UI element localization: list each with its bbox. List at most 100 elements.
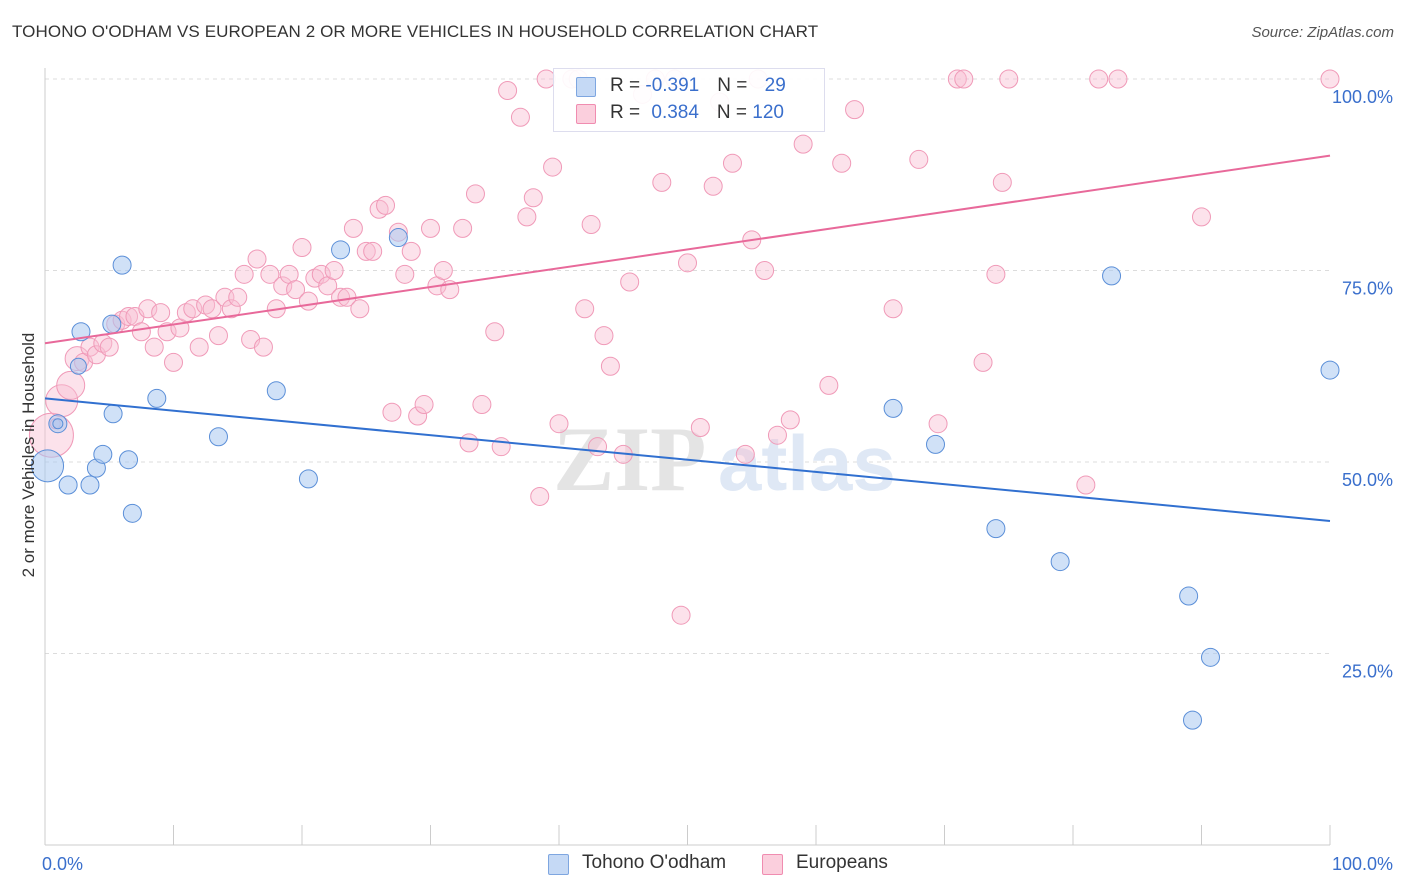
europeans-point-109: [954, 69, 974, 89]
europeans-point-37: [286, 280, 306, 300]
tohono-legend-label: Tohono O'odham: [582, 852, 727, 873]
tohono-swatch: [576, 77, 596, 97]
europeans-legend-swatch: [762, 854, 783, 875]
chart-title: TOHONO O'ODHAM VS EUROPEAN 2 OR MORE VEH…: [12, 22, 819, 41]
tohono-point-0: [31, 449, 65, 483]
europeans-point-32: [253, 337, 273, 357]
europeans-point-48: [356, 241, 376, 261]
europeans-point-28: [228, 287, 248, 307]
europeans-point-51: [376, 195, 396, 215]
tohono-point-16: [298, 469, 318, 489]
europeans-point-13: [131, 322, 151, 342]
tohono-point-20: [926, 434, 946, 454]
europeans-point-41: [311, 264, 331, 284]
y-tick-label-0: 25.0%: [1342, 662, 1393, 682]
europeans-point-116: [1108, 69, 1128, 89]
tick-labels: 25.0% 50.0% 75.0% 100.0% 0.0% 100.0%: [42, 87, 1393, 874]
europeans-point-84: [620, 272, 640, 292]
europeans-point-74: [543, 157, 563, 177]
europeans-point-78: [575, 299, 595, 319]
europeans-point-17: [157, 322, 177, 342]
europeans-point-55: [401, 241, 421, 261]
tohono-point-18: [388, 228, 408, 248]
y-tick-label-1: 50.0%: [1342, 470, 1393, 490]
europeans-point-64: [465, 184, 485, 204]
europeans-point-56: [408, 406, 428, 426]
europeans-point-14: [138, 299, 158, 319]
y-tick-label-2: 75.0%: [1342, 279, 1393, 299]
europeans-point-43: [324, 261, 344, 280]
y-axis-label: 2 or more Vehicles in Household: [19, 333, 38, 578]
europeans-point-103: [832, 153, 852, 173]
europeans-point-35: [273, 276, 293, 296]
europeans-point-58: [421, 218, 440, 238]
europeans-point-68: [498, 80, 518, 100]
tohono-point-17: [331, 240, 351, 260]
tohono-point-28: [52, 418, 64, 430]
tohono-point-27: [1320, 360, 1340, 380]
europeans-point-22: [189, 337, 209, 357]
tohono-point-11: [119, 450, 139, 470]
europeans-point-89: [671, 605, 691, 625]
europeans-point-91: [690, 418, 710, 438]
europeans-point-87: [652, 172, 672, 192]
europeans-point-18: [164, 352, 183, 372]
europeans-point-110: [973, 352, 993, 372]
europeans-point-100: [780, 410, 800, 430]
tohono-point-15: [266, 381, 286, 401]
europeans-point-2: [56, 370, 86, 400]
europeans-point-95: [735, 444, 755, 464]
tohono-points: [31, 228, 1340, 730]
europeans-point-29: [234, 264, 254, 284]
europeans-point-107: [928, 414, 948, 434]
tohono-point-9: [103, 404, 123, 424]
europeans-points: [28, 69, 1340, 625]
europeans-point-44: [331, 287, 351, 307]
europeans-point-81: [594, 326, 614, 346]
europeans-point-65: [472, 395, 492, 415]
europeans-point-90: [678, 253, 697, 273]
x-tick-label-1: 100.0%: [1332, 854, 1393, 874]
trend-lines: [44, 154, 1331, 522]
europeans-point-49: [363, 241, 383, 261]
europeans-point-62: [453, 218, 473, 238]
tohono-point-3: [71, 322, 91, 342]
tohono-point-7: [93, 444, 113, 464]
europeans-point-71: [523, 188, 543, 208]
tohono-point-19: [883, 398, 903, 418]
europeans-point-70: [517, 207, 537, 227]
europeans-point-82: [600, 356, 620, 376]
europeans-point-111: [986, 264, 1006, 284]
tohono-point-2: [58, 475, 78, 495]
tohono-point-14: [208, 427, 228, 447]
europeans-point-57: [414, 395, 434, 415]
r-label: R =: [610, 75, 646, 96]
europeans-point-108: [947, 69, 967, 89]
n-label: N =: [717, 75, 753, 96]
tohono-point-25: [1200, 647, 1220, 667]
tohono-point-12: [122, 503, 142, 523]
r-value: 0.384: [651, 102, 699, 123]
europeans-point-69: [510, 107, 530, 127]
europeans-point-60: [433, 261, 453, 280]
europeans-point-112: [992, 172, 1012, 192]
europeans-point-80: [588, 437, 608, 457]
europeans-trend-line: [44, 154, 1331, 345]
europeans-point-117: [1192, 207, 1211, 227]
europeans-point-63: [459, 433, 479, 453]
europeans-point-106: [909, 149, 929, 169]
europeans-point-98: [755, 261, 775, 280]
europeans-point-27: [221, 299, 241, 319]
europeans-point-92: [703, 176, 723, 196]
europeans-point-21: [183, 299, 203, 319]
europeans-point-114: [1076, 475, 1096, 495]
europeans-point-24: [202, 299, 222, 319]
europeans-point-99: [767, 425, 787, 445]
europeans-point-54: [395, 264, 415, 284]
tohono-point-24: [1179, 586, 1199, 606]
europeans-point-105: [883, 299, 903, 319]
europeans-point-75: [549, 414, 569, 434]
europeans-point-102: [819, 375, 839, 395]
europeans-point-52: [382, 402, 402, 422]
